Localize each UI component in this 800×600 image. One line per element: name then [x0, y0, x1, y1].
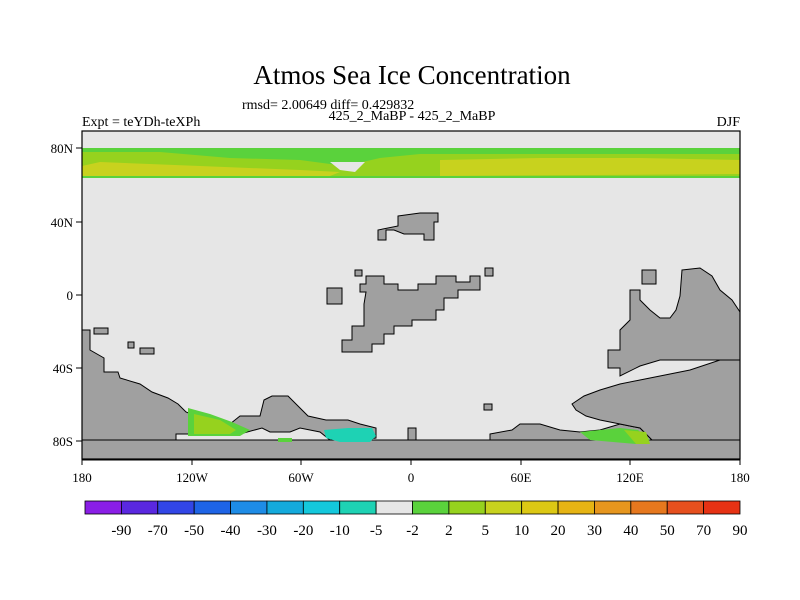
x-tick-label: 60W	[288, 470, 314, 485]
x-tick-label: 60E	[511, 470, 532, 485]
x-tick-label: 180	[730, 470, 750, 485]
y-tick-label: 40N	[51, 215, 74, 230]
colorbar-label: 5	[482, 523, 490, 539]
period-label: 425_2_MaBP - 425_2_MaBP	[329, 109, 496, 124]
colorbar-swatch	[266, 500, 304, 515]
x-tick-label: 180	[72, 470, 92, 485]
colorbar-swatch	[412, 500, 450, 515]
colorbar-label: -20	[293, 523, 313, 539]
x-axis-labels: 180 120W 60W 0 60E 120E 180	[72, 470, 750, 485]
colorbar-swatch	[157, 500, 195, 515]
weddell-sea-ice	[324, 428, 376, 442]
east-antarctic-ice-inner	[624, 430, 650, 444]
colorbar-label: -50	[184, 523, 204, 539]
colorbar-swatch	[484, 500, 523, 515]
colorbar-label: 10	[514, 523, 529, 539]
colorbar-label: 50	[660, 523, 675, 539]
small-island-4	[93, 327, 109, 335]
colorbar-swatch	[193, 500, 231, 515]
colorbar-label: -2	[406, 523, 419, 539]
colorbar-label: 70	[696, 523, 711, 539]
colorbar-swatch	[302, 500, 341, 515]
small-island-6	[139, 347, 155, 355]
season-label: DJF	[717, 115, 741, 130]
y-tick-label: 40S	[53, 361, 73, 376]
ross-sea-ice-inner	[194, 414, 236, 434]
axis-ticks	[76, 147, 741, 465]
colorbar-label: 90	[733, 523, 748, 539]
colorbar-label: -5	[370, 523, 383, 539]
arctic-ice-gap	[330, 162, 365, 172]
western-antarctic-region	[81, 329, 377, 441]
colorbar-swatch	[120, 500, 159, 515]
colorbar-label: 20	[551, 523, 566, 539]
arctic-ice-inner-east	[440, 158, 740, 176]
map-plot: 180 120W 60W 0 60E 120E 180 80N 40N 0 40…	[51, 130, 750, 485]
colorbar: -90 -70 -50 -40 -30 -20 -10 -5 -2 2 5 10 20 30 40 50 70 9…	[84, 500, 748, 539]
colorbar-label: 40	[623, 523, 638, 539]
stats-label: rmsd= 2.00649 diff= 0.429832	[242, 98, 414, 113]
small-island-3	[326, 287, 343, 305]
y-tick-label: 80S	[53, 434, 73, 449]
colorbar-label: -30	[257, 523, 277, 539]
colorbar-swatch	[230, 500, 268, 515]
colorbar-label: -90	[111, 523, 131, 539]
colorbar-label: -70	[148, 523, 168, 539]
coastal-outcrop	[407, 427, 417, 441]
colorbar-swatch	[448, 500, 486, 515]
eastern-island	[641, 269, 657, 285]
small-island-5	[127, 341, 135, 349]
x-tick-label: 0	[408, 470, 415, 485]
colorbar-swatch	[375, 500, 413, 515]
eastern-continent	[607, 267, 741, 377]
antarctic-sea-ice	[188, 408, 650, 444]
x-tick-label: 120W	[176, 470, 209, 485]
y-tick-label: 0	[67, 288, 74, 303]
colorbar-label: -10	[330, 523, 350, 539]
small-ice-patch	[278, 438, 292, 442]
arctic-sea-ice	[82, 148, 740, 178]
colorbar-label: 30	[587, 523, 602, 539]
northern-continent	[377, 212, 439, 241]
colorbar-swatch	[339, 500, 377, 515]
colorbar-swatch	[703, 500, 741, 515]
y-axis-labels: 80N 40N 0 40S 80S	[51, 141, 74, 449]
arctic-ice-inner-west	[82, 162, 340, 176]
y-tick-label: 80N	[51, 141, 74, 156]
small-island-2	[484, 267, 494, 277]
central-continent	[341, 275, 481, 353]
colorbar-label: 2	[445, 523, 453, 539]
colorbar-swatch	[521, 500, 559, 515]
colorbar-swatch	[630, 500, 668, 515]
colorbar-label: -40	[221, 523, 241, 539]
colorbar-swatch	[84, 500, 122, 515]
x-tick-label: 120E	[616, 470, 644, 485]
figure-title: Atmos Sea Ice Concentration	[253, 60, 571, 90]
small-island-1	[354, 269, 363, 277]
experiment-label: Expt = teYDh-teXPh	[82, 115, 200, 130]
small-island-7	[483, 403, 493, 411]
colorbar-swatch	[557, 500, 595, 515]
colorbar-swatch	[666, 500, 705, 515]
colorbar-swatch	[594, 500, 632, 515]
